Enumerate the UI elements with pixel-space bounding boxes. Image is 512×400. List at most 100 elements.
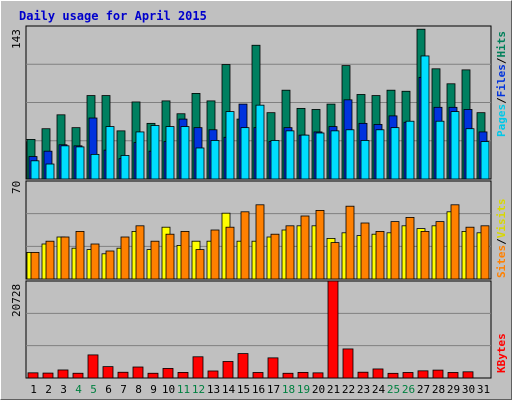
bar-pages-day-11: [180, 126, 190, 180]
bar-sites-day-18: [285, 225, 295, 280]
bar-pages-day-30: [465, 128, 475, 180]
bar-sites-day-16: [255, 204, 265, 280]
bar-sites-day-11: [180, 230, 190, 280]
bar-pages-day-8: [135, 131, 145, 180]
bar-pages-day-3: [60, 145, 70, 180]
bar-sites-day-12: [195, 249, 205, 280]
bar-sites-day-6: [105, 250, 115, 280]
bar-pages-day-1: [30, 160, 40, 180]
bar-sites-day-5: [90, 243, 100, 280]
bar-pages-day-26: [405, 120, 415, 180]
chart-title: Daily usage for April 2015: [19, 9, 207, 23]
x-tick-label: 29: [447, 383, 460, 396]
bar-sites-day-27: [420, 230, 430, 280]
bar-kbytes-day-23: [357, 371, 369, 379]
bar-sites-day-22: [345, 205, 355, 280]
x-tick-label: 27: [417, 383, 430, 396]
bar-sites-day-3: [60, 236, 70, 280]
bar-pages-day-20: [315, 132, 325, 180]
x-tick-label: 15: [237, 383, 250, 396]
bar-kbytes-day-25: [387, 372, 399, 379]
bar-pages-day-15: [240, 127, 250, 180]
bar-kbytes-day-3: [57, 369, 69, 379]
bar-pages-day-29: [450, 111, 460, 180]
bar-sites-day-29: [450, 204, 460, 280]
bar-pages-day-6: [105, 126, 115, 180]
x-tick-label: 26: [402, 383, 415, 396]
legend-top: Pages/Files/Hits: [495, 31, 508, 137]
bar-pages-day-5: [90, 153, 100, 180]
bar-kbytes-day-8: [132, 366, 144, 379]
bar-sites-day-19: [300, 215, 310, 280]
bar-pages-day-16: [255, 104, 265, 180]
bar-pages-day-10: [165, 126, 175, 180]
bar-kbytes-day-13: [207, 370, 219, 379]
bar-kbytes-day-28: [432, 369, 444, 379]
bar-sites-day-15: [240, 211, 250, 280]
bar-pages-day-28: [435, 120, 445, 180]
x-tick-label: 25: [387, 383, 400, 396]
bar-sites-day-4: [75, 230, 85, 280]
bar-sites-day-13: [210, 229, 220, 280]
bar-sites-day-9: [150, 240, 160, 280]
x-tick-label: 18: [282, 383, 295, 396]
middle-max-label: 70: [10, 180, 23, 194]
bar-sites-day-8: [135, 225, 145, 280]
legend-kbytes: KBytes: [495, 333, 508, 373]
bar-sites-day-7: [120, 236, 130, 280]
bar-sites-day-2: [45, 240, 55, 280]
x-tick-label: 14: [222, 383, 236, 396]
x-tick-label: 4: [75, 383, 82, 396]
bar-pages-day-4: [75, 146, 85, 180]
bar-kbytes-day-26: [402, 372, 414, 379]
legend-pages: Pages: [495, 103, 508, 137]
bar-kbytes-day-19: [297, 371, 309, 379]
legend-hits: Hits: [495, 31, 508, 58]
bar-pages-day-19: [300, 134, 310, 180]
bar-kbytes-day-30: [462, 371, 474, 379]
legend-visits: Visits: [495, 198, 508, 239]
legend-files: Files: [495, 64, 508, 98]
bar-sites-day-10: [165, 233, 175, 280]
x-tick-label: 7: [120, 383, 127, 396]
x-tick-label: 1: [30, 383, 37, 396]
bar-kbytes-day-2: [42, 372, 54, 379]
bar-pages-day-21: [330, 130, 340, 180]
bar-pages-day-25: [390, 127, 400, 180]
x-tick-label: 11: [177, 383, 190, 396]
bar-pages-day-27: [420, 55, 430, 180]
bar-kbytes-day-12: [192, 356, 204, 379]
bar-pages-day-18: [285, 130, 295, 180]
x-tick-label: 30: [462, 383, 475, 396]
x-tick-label: 16: [252, 383, 265, 396]
x-tick-label: 23: [357, 383, 370, 396]
bar-kbytes-day-14: [222, 361, 234, 379]
x-tick-label: 3: [60, 383, 67, 396]
bar-kbytes-day-27: [417, 370, 429, 379]
bar-kbytes-day-15: [237, 353, 249, 379]
bar-sites-day-25: [390, 221, 400, 280]
x-tick-label: 24: [372, 383, 386, 396]
bar-kbytes-day-5: [87, 354, 99, 379]
x-tick-label: 5: [90, 383, 97, 396]
legend-bottom: KBytes: [495, 333, 508, 373]
x-tick-label: 31: [477, 383, 490, 396]
bar-pages-day-14: [225, 111, 235, 180]
x-tick-label: 22: [342, 383, 355, 396]
bar-kbytes-day-9: [147, 372, 159, 379]
bar-sites-day-28: [435, 221, 445, 280]
bar-kbytes-day-29: [447, 372, 459, 379]
x-tick-label: 10: [162, 383, 175, 396]
x-tick-label: 2: [45, 383, 52, 396]
bar-sites-day-31: [480, 225, 490, 280]
legend-middle: Sites/Visits: [495, 198, 508, 279]
bar-sites-day-24: [375, 230, 385, 280]
panel-bottom: [25, 280, 492, 379]
bar-kbytes-day-1: [27, 372, 39, 379]
x-tick-label: 8: [135, 383, 142, 396]
bar-kbytes-day-10: [162, 368, 174, 379]
x-tick-label: 12: [192, 383, 205, 396]
bar-kbytes-day-22: [342, 348, 354, 379]
bar-sites-day-23: [360, 222, 370, 280]
bar-pages-day-23: [360, 140, 370, 180]
